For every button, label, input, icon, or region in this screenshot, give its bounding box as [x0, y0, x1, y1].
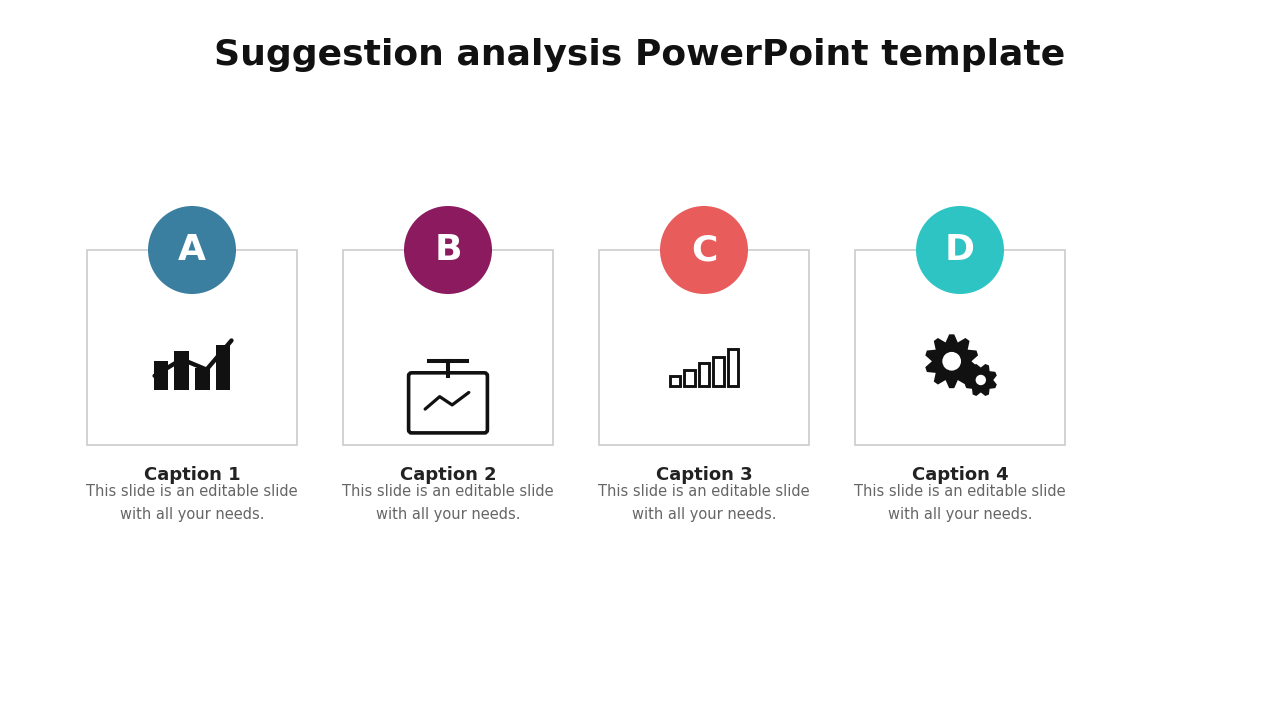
Polygon shape	[965, 364, 997, 396]
FancyBboxPatch shape	[408, 373, 488, 433]
Polygon shape	[154, 361, 168, 390]
FancyBboxPatch shape	[87, 250, 297, 445]
Text: Caption 1: Caption 1	[143, 466, 241, 484]
Text: Caption 3: Caption 3	[655, 466, 753, 484]
Polygon shape	[195, 367, 210, 390]
Circle shape	[404, 206, 492, 294]
Text: C: C	[691, 233, 717, 267]
Polygon shape	[174, 351, 189, 390]
Text: This slide is an editable slide
with all your needs.: This slide is an editable slide with all…	[86, 485, 298, 521]
Text: This slide is an editable slide
with all your needs.: This slide is an editable slide with all…	[854, 485, 1066, 521]
Polygon shape	[925, 334, 978, 388]
Text: Caption 2: Caption 2	[399, 466, 497, 484]
Text: D: D	[945, 233, 975, 267]
Text: B: B	[434, 233, 462, 267]
Text: A: A	[178, 233, 206, 267]
Text: Caption 4: Caption 4	[911, 466, 1009, 484]
Circle shape	[916, 206, 1004, 294]
FancyBboxPatch shape	[599, 250, 809, 445]
Text: Suggestion analysis PowerPoint template: Suggestion analysis PowerPoint template	[214, 38, 1066, 72]
Polygon shape	[216, 345, 230, 390]
Polygon shape	[420, 384, 476, 422]
Circle shape	[942, 352, 961, 371]
Circle shape	[975, 375, 986, 385]
Text: This slide is an editable slide
with all your needs.: This slide is an editable slide with all…	[342, 485, 554, 521]
Text: This slide is an editable slide
with all your needs.: This slide is an editable slide with all…	[598, 485, 810, 521]
FancyBboxPatch shape	[343, 250, 553, 445]
Circle shape	[660, 206, 748, 294]
FancyBboxPatch shape	[855, 250, 1065, 445]
Circle shape	[148, 206, 236, 294]
